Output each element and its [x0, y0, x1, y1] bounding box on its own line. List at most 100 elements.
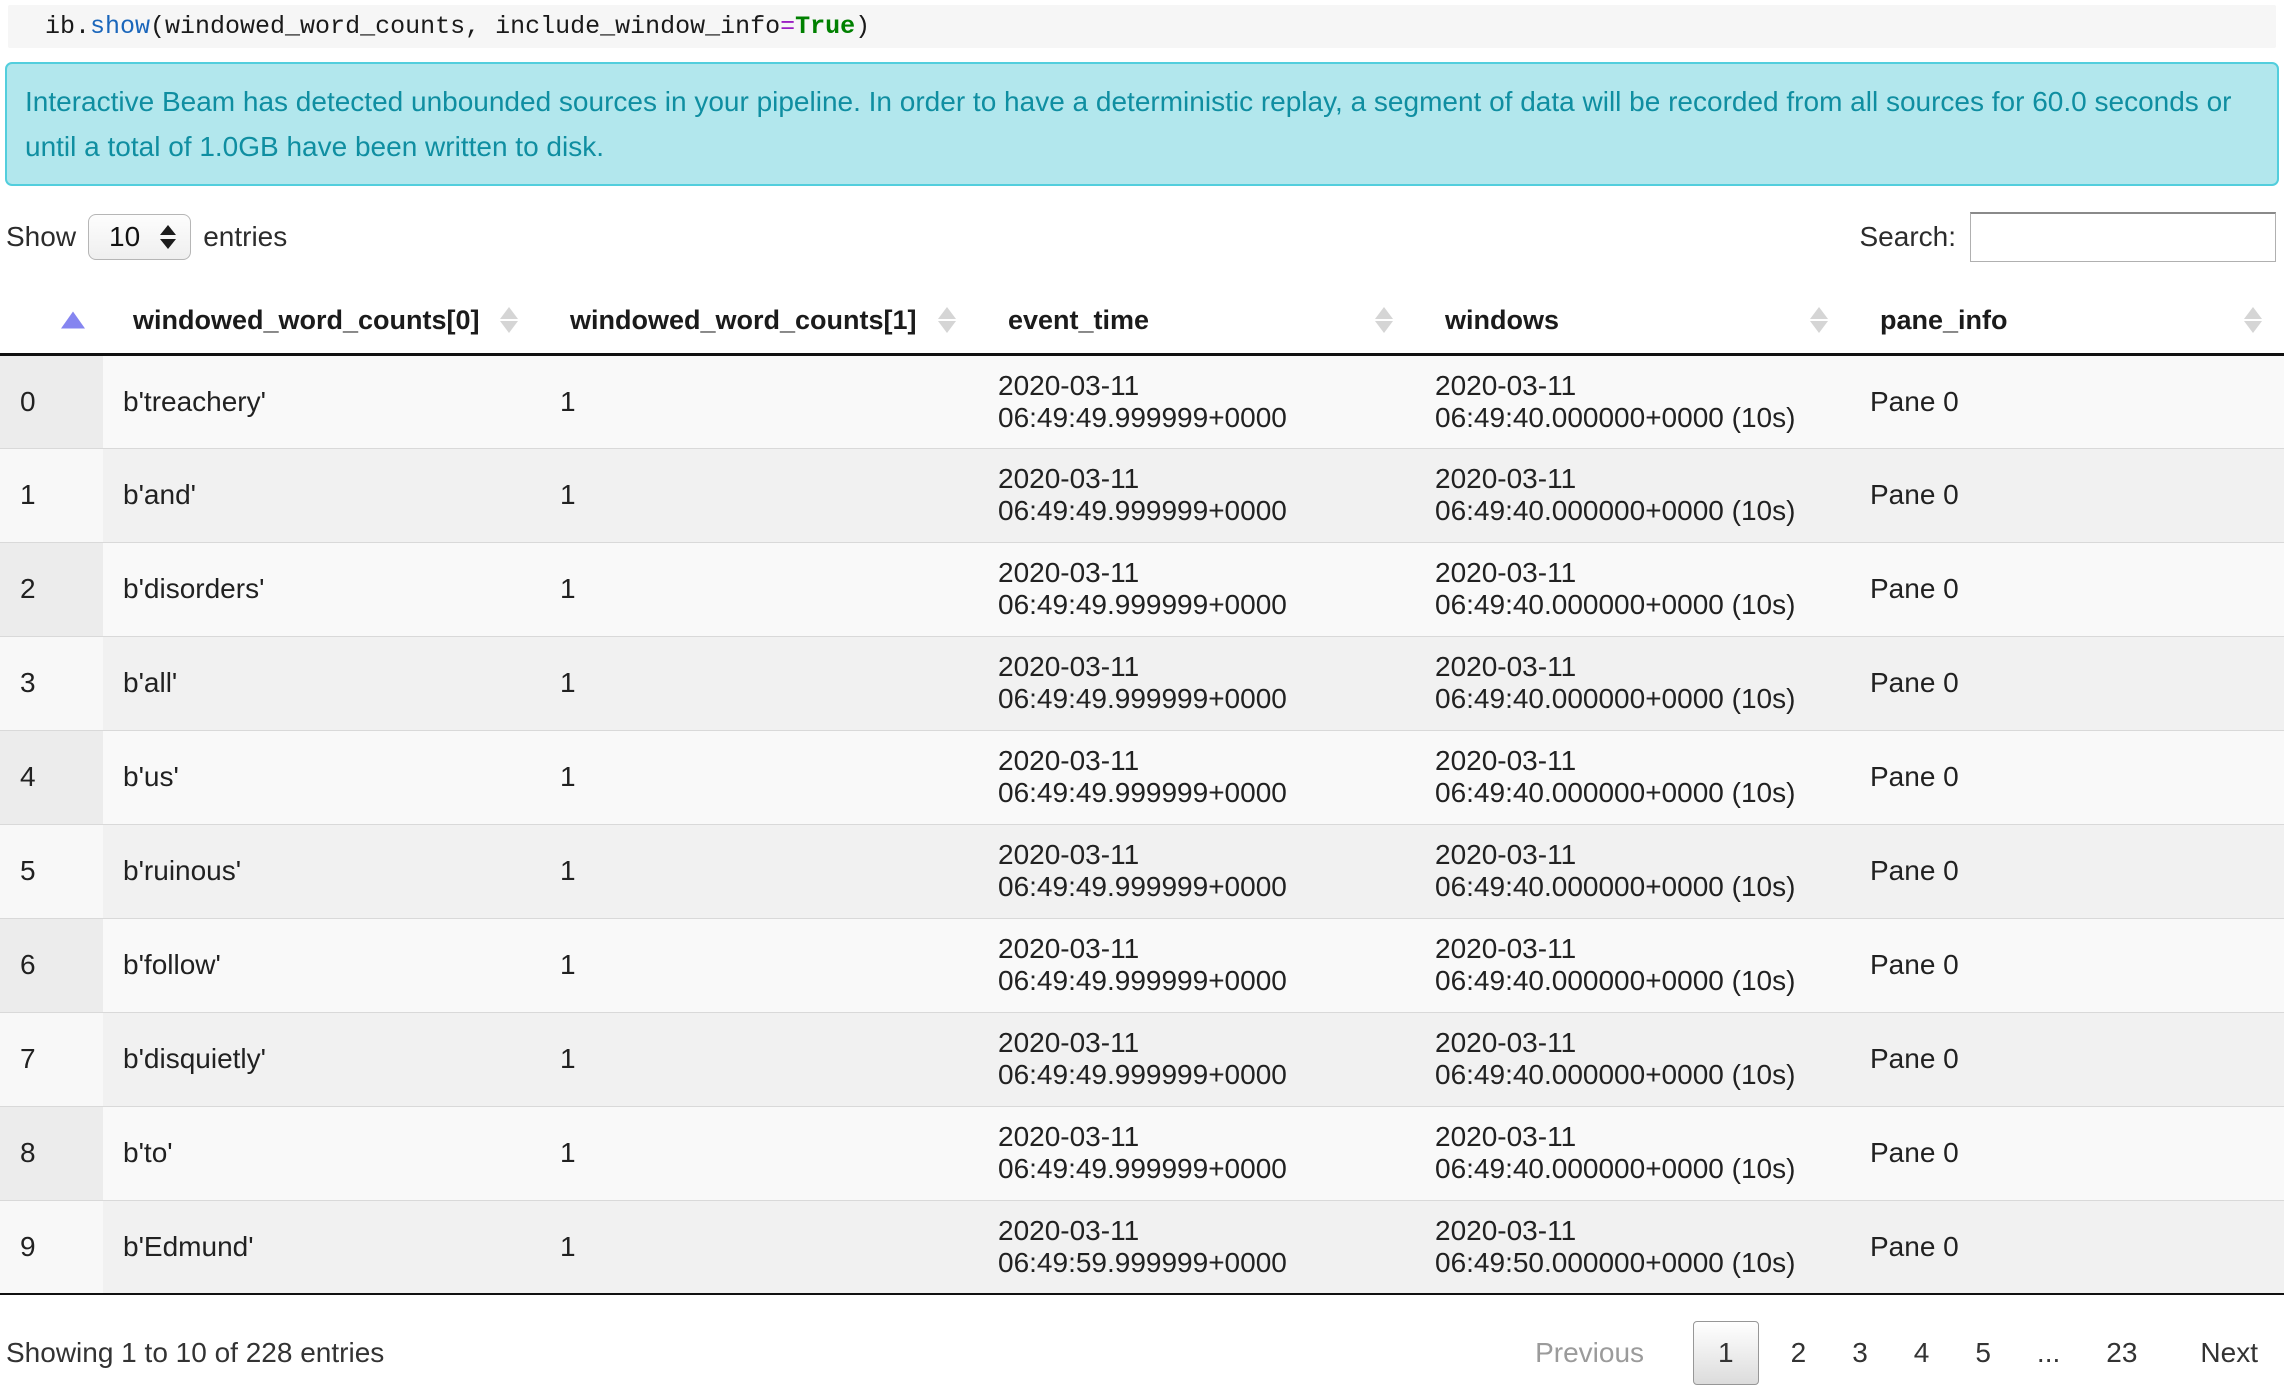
row-index-cell: 6 [0, 917, 103, 1012]
word-cell: b'us' [103, 729, 540, 824]
page-button[interactable]: 23 [2106, 1337, 2138, 1368]
code-token-function: show [90, 12, 151, 41]
pane-info-cell: Pane 0 [1850, 823, 2284, 918]
column-header-index[interactable] [0, 288, 103, 356]
page-button[interactable]: 5 [1975, 1337, 1991, 1368]
table-row: 0 b'treachery' 1 2020-03-11 06:49:49.999999+… [0, 354, 2284, 448]
row-index-cell: 7 [0, 1011, 103, 1106]
code-token-operator: = [780, 12, 796, 41]
code-cell[interactable]: ib.show(windowed_word_counts, include_wi… [8, 5, 2276, 48]
code-token: ) [855, 12, 871, 41]
table-row: 8 b'to' 1 2020-03-11 06:49:49.999999+0000 202… [0, 1105, 2284, 1200]
table-row: 7 b'disquietly' 1 2020-03-11 06:49:49.999999… [0, 1011, 2284, 1106]
word-cell: b'treachery' [103, 354, 540, 448]
pane-info-cell: Pane 0 [1850, 354, 2284, 448]
column-header-pane-info[interactable]: pane_info [1850, 288, 2284, 356]
column-header-word-counts-0[interactable]: windowed_word_counts[0] [103, 288, 540, 356]
column-label: windows [1445, 304, 1559, 335]
table-footer: Showing 1 to 10 of 228 entries Previous … [0, 1295, 2284, 1385]
page-button-current[interactable]: 1 [1693, 1321, 1759, 1385]
results-table: windowed_word_counts[0] windowed_word_co… [0, 288, 2284, 1295]
search-label: Search: [1859, 221, 1957, 252]
table-controls: Show 10 entries Search: [6, 212, 2276, 262]
sort-both-icon [1375, 307, 1393, 334]
code-line: ib.show(windowed_word_counts, include_wi… [45, 12, 870, 41]
next-page-button[interactable]: Next [2200, 1337, 2258, 1368]
windows-cell: 2020-03-11 06:49:40.000000+0000 (10s) [1415, 541, 1850, 636]
table-row: 2 b'disorders' 1 2020-03-11 06:49:49.999999+… [0, 541, 2284, 636]
table-row: 6 b'follow' 1 2020-03-11 06:49:49.999999+000… [0, 917, 2284, 1012]
column-label: windowed_word_counts[0] [133, 304, 480, 335]
word-cell: b'disorders' [103, 541, 540, 636]
select-stepper-icon [160, 225, 177, 249]
pane-info-cell: Pane 0 [1850, 1011, 2284, 1106]
count-cell: 1 [540, 1199, 978, 1294]
column-header-event-time[interactable]: event_time [978, 288, 1415, 356]
count-cell: 1 [540, 823, 978, 918]
page-length-control: Show 10 entries [6, 214, 287, 260]
table-row: 9 b'Edmund' 1 2020-03-11 06:49:59.999999+000… [0, 1199, 2284, 1294]
notebook-output: { "code": { "tokens": [ { "text": "ib.",… [0, 5, 2284, 1392]
count-cell: 1 [540, 1105, 978, 1200]
previous-page-button[interactable]: Previous [1535, 1337, 1645, 1368]
row-index-cell: 3 [0, 635, 103, 730]
page-size-select[interactable]: 10 [88, 214, 192, 260]
count-cell: 1 [540, 447, 978, 542]
windows-cell: 2020-03-11 06:49:40.000000+0000 (10s) [1415, 823, 1850, 918]
event-time-cell: 2020-03-11 06:49:49.999999+0000 [978, 823, 1415, 918]
page-button[interactable]: 4 [1913, 1337, 1930, 1368]
word-cell: b'disquietly' [103, 1011, 540, 1106]
table-row: 1 b'and' 1 2020-03-11 06:49:49.999999+0000 20… [0, 447, 2284, 542]
pane-info-cell: Pane 0 [1850, 635, 2284, 730]
row-index-cell: 2 [0, 541, 103, 636]
column-label: event_time [1008, 304, 1150, 335]
count-cell: 1 [540, 1011, 978, 1106]
event-time-cell: 2020-03-11 06:49:49.999999+0000 [978, 541, 1415, 636]
table-header: windowed_word_counts[0] windowed_word_co… [0, 288, 2284, 356]
search-control: Search: [1859, 212, 2276, 262]
event-time-cell: 2020-03-11 06:49:49.999999+0000 [978, 1011, 1415, 1106]
row-index-cell: 9 [0, 1199, 103, 1294]
event-time-cell: 2020-03-11 06:49:49.999999+0000 [978, 729, 1415, 824]
pagination: Previous 1 2 3 4 5... 23 Next [1512, 1321, 2272, 1385]
count-cell: 1 [540, 917, 978, 1012]
row-index-cell: 0 [0, 354, 103, 448]
table-row: 5 b'ruinous' 1 2020-03-11 06:49:49.999999+00… [0, 823, 2284, 918]
header-row: windowed_word_counts[0] windowed_word_co… [0, 288, 2284, 356]
code-token-keyword: True [795, 12, 856, 41]
page-button[interactable]: 3 [1852, 1337, 1868, 1368]
sort-both-icon [500, 307, 518, 334]
column-header-windows[interactable]: windows [1415, 288, 1850, 356]
windows-cell: 2020-03-11 06:49:40.000000+0000 (10s) [1415, 917, 1850, 1012]
page-button[interactable]: 2 [1790, 1337, 1807, 1368]
word-cell: b'to' [103, 1105, 540, 1200]
page-button[interactable]: ... [2036, 1337, 2061, 1368]
search-input[interactable] [1970, 212, 2276, 262]
count-cell: 1 [540, 729, 978, 824]
count-cell: 1 [540, 354, 978, 448]
column-label: pane_info [1880, 304, 2008, 335]
table-row: 3 b'all' 1 2020-03-11 06:49:49.999999+0000 20… [0, 635, 2284, 730]
row-index-cell: 1 [0, 447, 103, 542]
word-cell: b'and' [103, 447, 540, 542]
column-header-word-counts-1[interactable]: windowed_word_counts[1] [540, 288, 978, 356]
sort-both-icon [1810, 307, 1828, 334]
table-row: 4 b'us' 1 2020-03-11 06:49:49.999999+0000 202… [0, 729, 2284, 824]
table-info: Showing 1 to 10 of 228 entries [6, 1337, 385, 1368]
event-time-cell: 2020-03-11 06:49:49.999999+0000 [978, 447, 1415, 542]
warning-text: Interactive Beam has detected unbounded … [25, 86, 2232, 162]
row-index-cell: 8 [0, 1105, 103, 1200]
row-index-cell: 5 [0, 823, 103, 918]
word-cell: b'Edmund' [103, 1199, 540, 1294]
table-body: 0 b'treachery' 1 2020-03-11 06:49:49.999999+… [0, 354, 2284, 1294]
event-time-cell: 2020-03-11 06:49:49.999999+0000 [978, 1105, 1415, 1200]
unbounded-source-warning-banner: Interactive Beam has detected unbounded … [5, 62, 2279, 186]
row-index-cell: 4 [0, 729, 103, 824]
pane-info-cell: Pane 0 [1850, 917, 2284, 1012]
code-token: ib. [45, 12, 91, 41]
entries-label: entries [203, 221, 288, 252]
windows-cell: 2020-03-11 06:49:50.000000+0000 (10s) [1415, 1199, 1850, 1294]
count-cell: 1 [540, 635, 978, 730]
column-label: windowed_word_counts[1] [570, 304, 917, 335]
count-cell: 1 [540, 541, 978, 636]
